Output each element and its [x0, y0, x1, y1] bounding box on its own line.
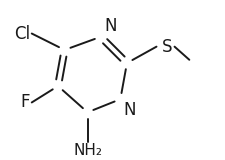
Text: S: S	[161, 38, 171, 56]
Text: N: N	[123, 101, 136, 119]
Text: F: F	[20, 93, 30, 112]
Text: N: N	[104, 17, 116, 35]
Text: Cl: Cl	[14, 24, 30, 43]
Text: NH₂: NH₂	[73, 144, 102, 159]
